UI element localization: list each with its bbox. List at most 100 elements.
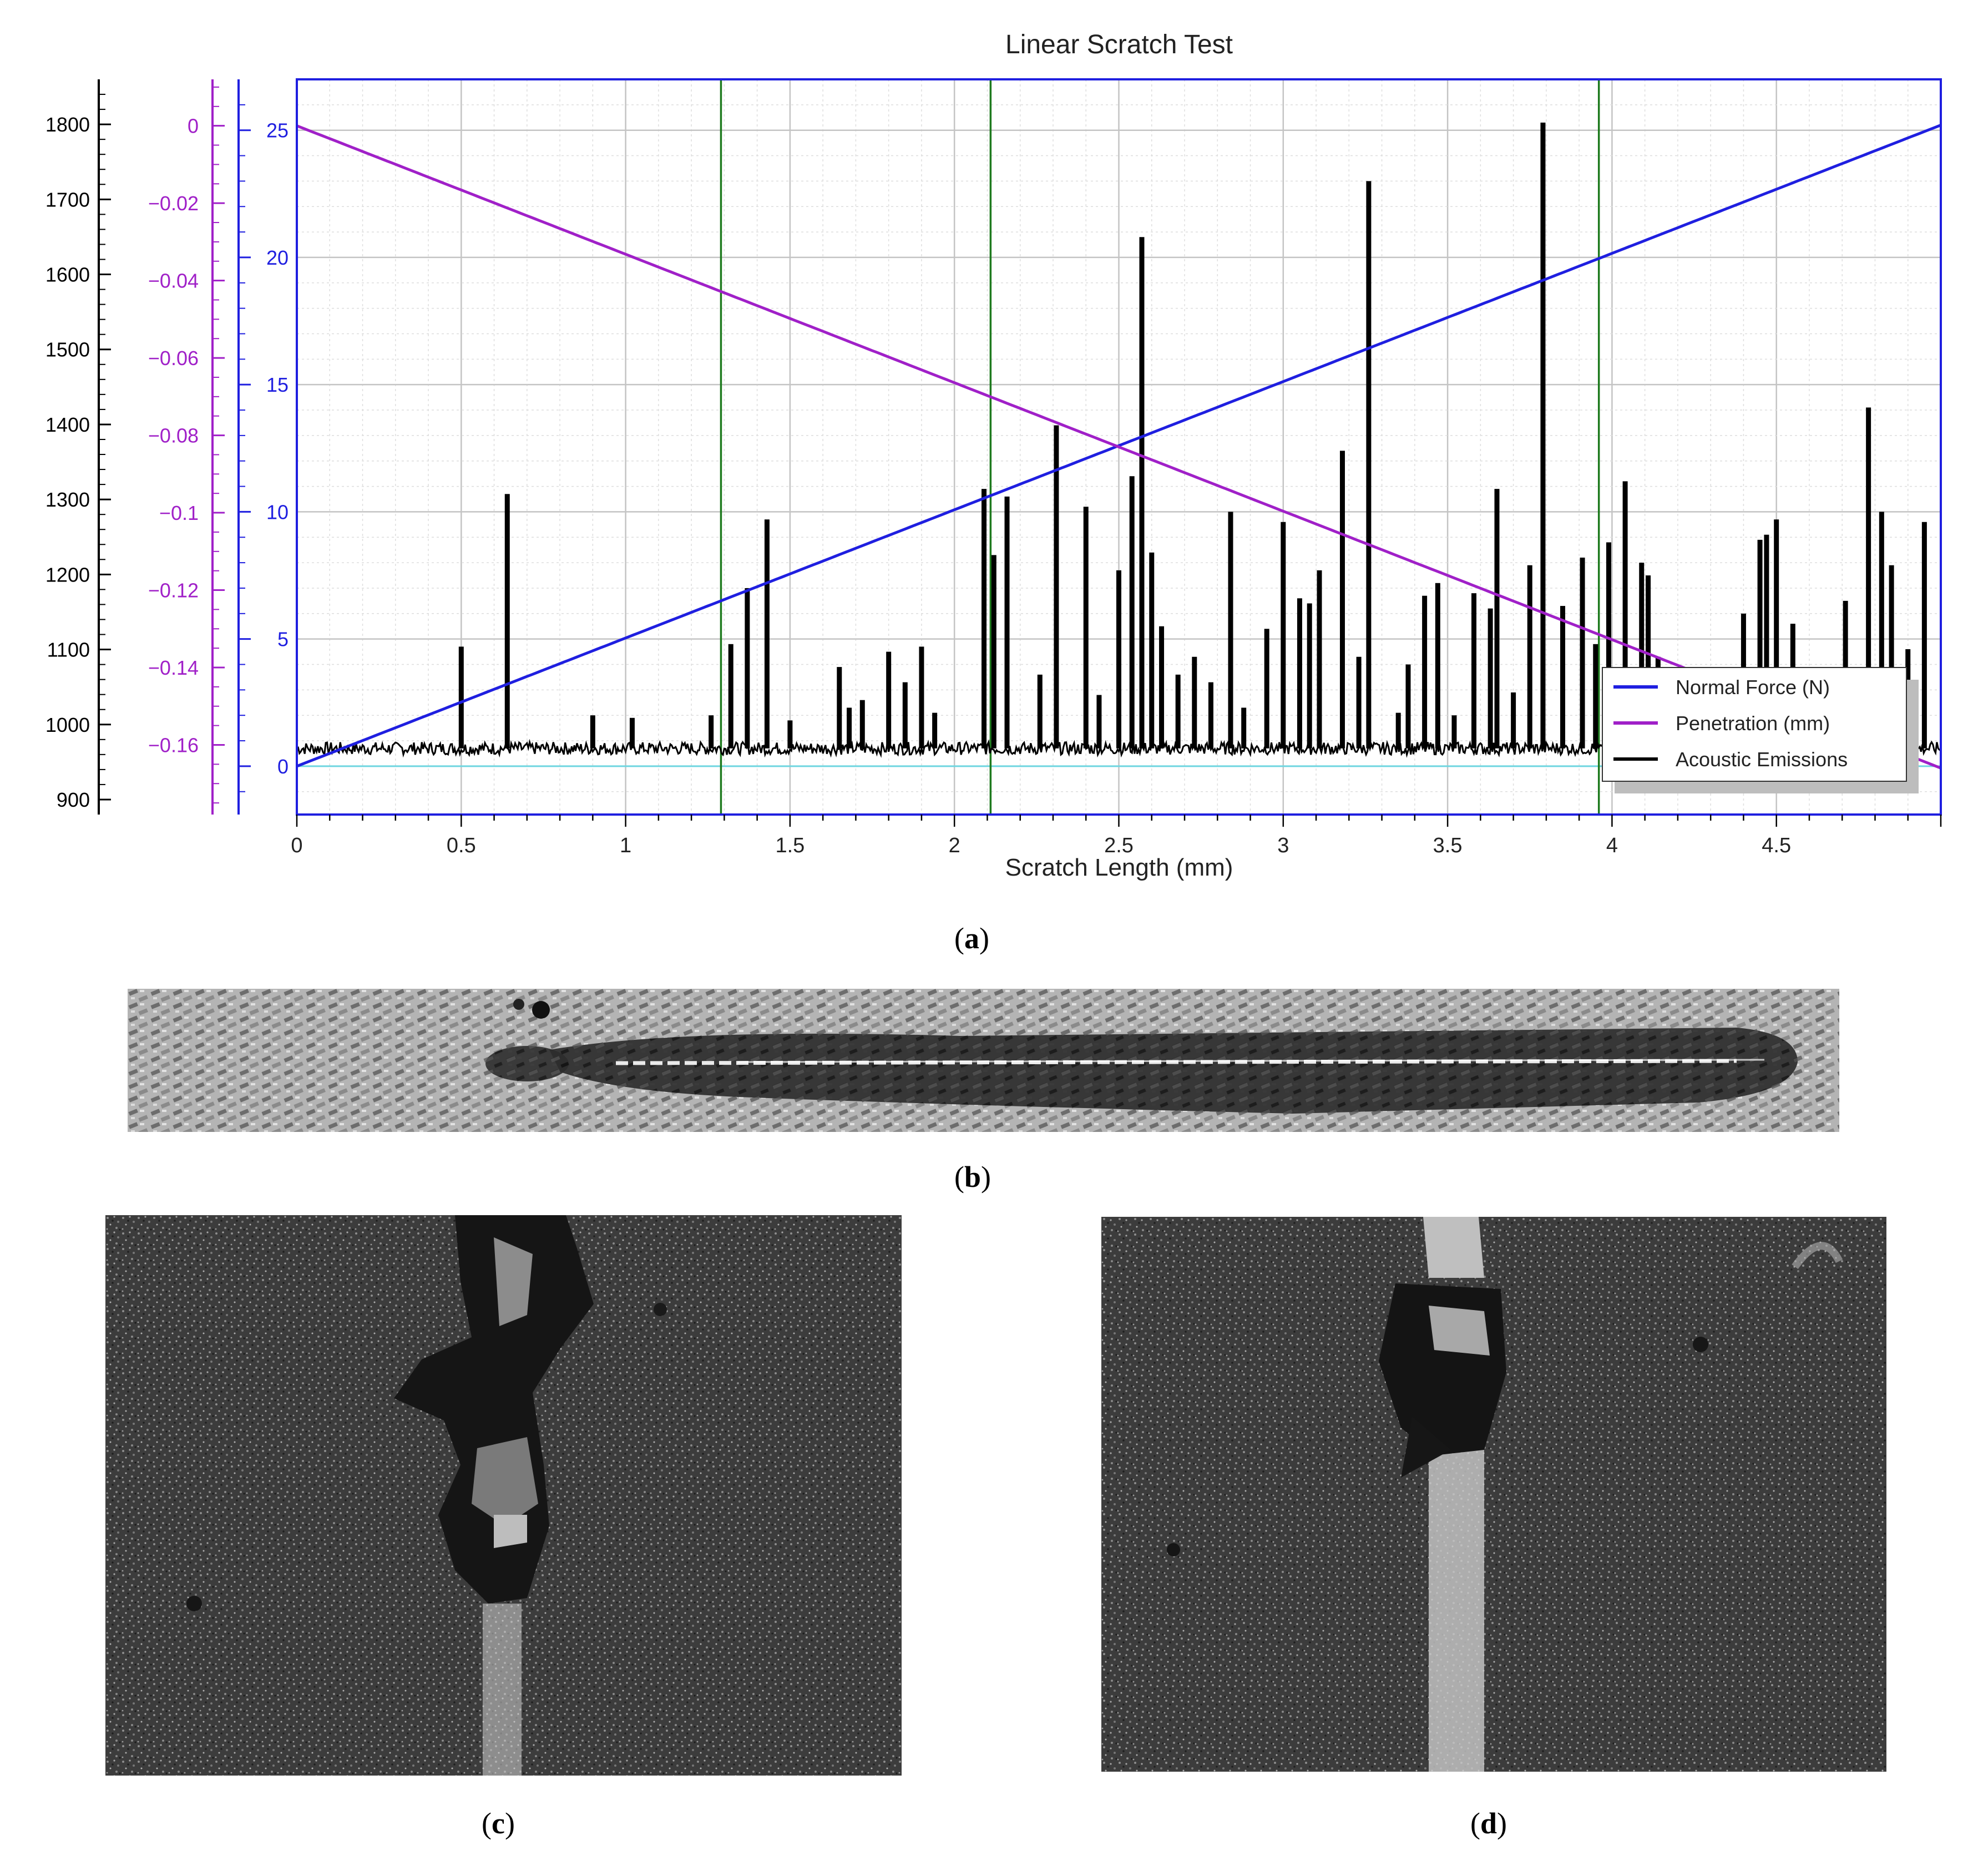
caption-d: (d)	[1470, 1807, 1507, 1840]
acoustic-peak	[1471, 593, 1477, 749]
caption-c: (c)	[482, 1807, 515, 1840]
acoustic-peak	[1264, 629, 1269, 749]
acoustic-axis: 900 1000 1100 1200 1300 1400 1500 1600 1700 1800	[45, 79, 111, 815]
acoustic-peak	[1208, 682, 1213, 749]
acoustic-peak	[1096, 695, 1102, 749]
acoustic-peak	[982, 489, 987, 749]
acoustic-axis-tick-label: 1100	[47, 639, 90, 661]
penetration-axis: 0 −0.02 −0.04 −0.06 −0.08 −0.1 −0.12 −0.14 −0.16	[148, 79, 225, 815]
acoustic-axis-tick-label: 1300	[45, 488, 90, 511]
acoustic-peak	[991, 555, 996, 749]
penetration-line	[296, 124, 1941, 770]
force-axis-tick-label: 5	[277, 628, 289, 651]
acoustic-peak	[1149, 552, 1155, 749]
acoustic-peak	[1317, 570, 1322, 749]
acoustic-peak	[764, 519, 770, 749]
acoustic-peak	[1422, 595, 1428, 749]
force-axis-tick-label: 10	[266, 500, 289, 523]
acoustic-peak	[590, 715, 595, 749]
acoustic-axis-tick-label: 1500	[45, 338, 90, 361]
x-tick-label: 2	[949, 834, 960, 857]
vertical-markers	[720, 79, 1600, 815]
micrograph-d	[1101, 1217, 1886, 1772]
x-tick-label: 1	[620, 834, 631, 857]
acoustic-peak	[1083, 507, 1089, 749]
acoustic-peak	[1297, 598, 1302, 749]
x-axis: 0 0.5 1 1.5 2 2.5 3 3.5 4 4.5	[291, 815, 1942, 857]
acoustic-peak	[1488, 608, 1493, 749]
acoustic-peak	[504, 494, 510, 749]
acoustic-peak	[1622, 481, 1628, 749]
acoustic-axis-tick-label: 1700	[45, 188, 90, 211]
legend-label: Acoustic Emissions	[1676, 748, 1848, 771]
x-tick-label: 2.5	[1104, 834, 1134, 857]
acoustic-peak	[728, 644, 733, 749]
acoustic-peak	[1511, 692, 1516, 749]
acoustic-peak	[902, 682, 908, 749]
acoustic-peak	[1037, 674, 1043, 749]
scratch-track-micrograph	[128, 989, 1839, 1132]
acoustic-peak	[1241, 707, 1247, 749]
legend-label: Penetration (mm)	[1676, 712, 1830, 735]
x-tick-label: 4.5	[1762, 834, 1791, 857]
acoustic-peak	[1192, 656, 1197, 749]
acoustic-peak	[1494, 489, 1500, 749]
penetration-axis-tick-label: −0.1	[159, 502, 199, 524]
acoustic-peak	[1228, 512, 1233, 749]
x-axis-label: Scratch Length (mm)	[1005, 854, 1233, 881]
acoustic-peak	[1129, 476, 1135, 749]
acoustic-peak	[837, 667, 842, 749]
acoustic-peak	[859, 700, 865, 749]
acoustic-peak	[1540, 122, 1546, 749]
penetration-axis-tick-label: −0.16	[148, 734, 199, 756]
acoustic-peak	[745, 588, 750, 749]
acoustic-peak	[1889, 565, 1894, 749]
acoustic-emissions-series	[296, 122, 1941, 758]
penetration-axis-tick-label: −0.08	[148, 424, 199, 447]
acoustic-axis-tick-label: 1400	[45, 413, 90, 436]
scratch-test-chart: Linear Scratch Test 0 0.5 1 1.5 2 2.5 3 3.5 4 4.5…	[45, 30, 1942, 881]
acoustic-peak	[1004, 496, 1010, 749]
force-axis-tick-label: 15	[266, 373, 289, 396]
penetration-series	[296, 124, 1941, 770]
force-axis-tick-label: 20	[266, 246, 289, 269]
acoustic-peak	[1159, 626, 1165, 749]
acoustic-peak	[1560, 606, 1566, 749]
acoustic-peak	[886, 651, 892, 749]
penetration-axis-tick-label: −0.12	[148, 579, 199, 602]
acoustic-axis-tick-label: 1600	[45, 264, 90, 286]
acoustic-peak	[1054, 425, 1059, 749]
acoustic-peak	[1451, 715, 1457, 749]
acoustic-peak	[1757, 539, 1763, 749]
x-tick-label: 3	[1277, 834, 1289, 857]
acoustic-peak	[1527, 565, 1532, 749]
acoustic-peak	[1921, 522, 1927, 749]
acoustic-peak	[1139, 237, 1145, 749]
acoustic-peak	[629, 717, 635, 749]
legend-label: Normal Force (N)	[1676, 676, 1830, 699]
acoustic-peak	[1395, 712, 1401, 749]
acoustic-axis-tick-label: 900	[57, 788, 90, 811]
acoustic-axis-tick-label: 1000	[45, 714, 90, 736]
acoustic-peak	[787, 720, 793, 749]
acoustic-peak	[932, 712, 938, 749]
acoustic-peak	[919, 646, 924, 749]
acoustic-peak	[1593, 644, 1598, 749]
force-axis: 0 5 10 15 20 25	[237, 79, 289, 815]
x-tick-label: 1.5	[775, 834, 805, 857]
caption-b: (b)	[954, 1160, 991, 1194]
legend: Normal Force (N) Penetration (mm) Acoustic…	[1602, 667, 1919, 793]
x-tick-label: 4	[1606, 834, 1618, 857]
acoustic-peak	[1606, 542, 1611, 749]
acoustic-peak	[1281, 522, 1286, 749]
acoustic-peak	[709, 715, 714, 749]
caption-a: (a)	[954, 922, 989, 955]
acoustic-peak	[1435, 583, 1440, 749]
penetration-axis-tick-label: −0.06	[148, 347, 199, 370]
acoustic-peak	[1405, 664, 1411, 749]
acoustic-peak	[1774, 519, 1779, 749]
acoustic-peak	[458, 646, 464, 749]
acoustic-peak	[1866, 407, 1871, 749]
acoustic-axis-tick-label: 1800	[45, 113, 90, 136]
acoustic-peak	[1339, 451, 1345, 749]
